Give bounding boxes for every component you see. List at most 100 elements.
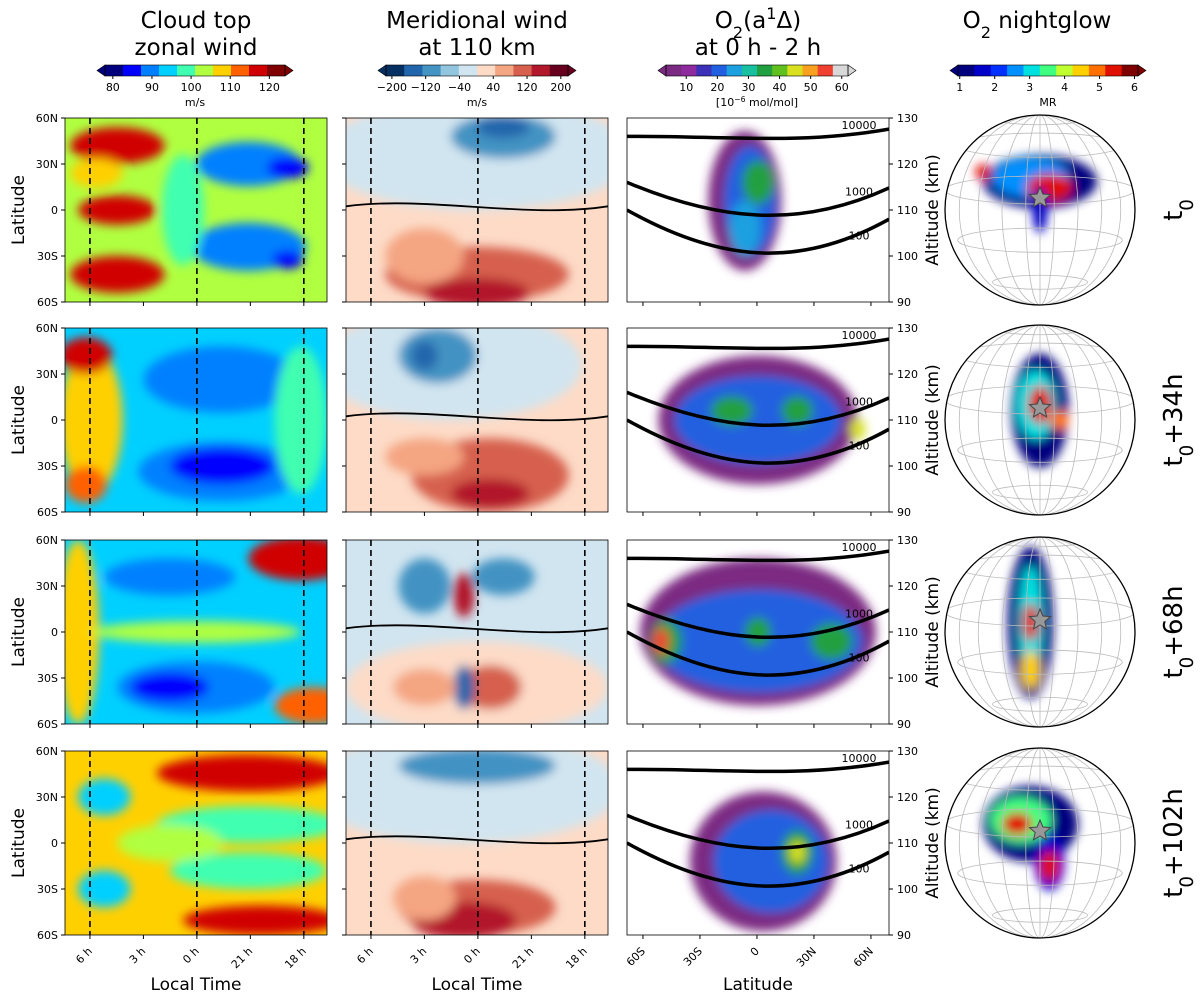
colorbar-tick-label: 200 bbox=[550, 81, 571, 94]
globe-meridian bbox=[958, 325, 1122, 515]
globe-meridian bbox=[1001, 537, 1079, 727]
colorbar-swatch bbox=[666, 65, 682, 76]
colorbar-tick-label: 80 bbox=[106, 81, 120, 94]
colorbar-frame bbox=[104, 64, 286, 77]
colorbar-tick-label: 2 bbox=[991, 81, 998, 94]
y-tick-label: 60S bbox=[37, 929, 58, 942]
field-blob bbox=[169, 852, 327, 889]
text-part: 0 bbox=[1177, 876, 1198, 888]
colorbar-swatch bbox=[549, 65, 569, 76]
colorbar-arrow bbox=[847, 64, 857, 77]
altitude-contour bbox=[627, 602, 889, 640]
field-blob bbox=[453, 665, 475, 710]
text-part: +102h bbox=[1159, 788, 1189, 876]
altitude-contour bbox=[627, 337, 889, 351]
globe-meridian bbox=[977, 325, 1103, 515]
contour-label: 1000 bbox=[845, 607, 873, 620]
field bbox=[627, 118, 889, 302]
field-blobs bbox=[640, 558, 876, 706]
colorbar-tick-label: 90 bbox=[145, 81, 159, 94]
altitude-contour bbox=[627, 418, 889, 465]
y-tick-label: 60N bbox=[36, 534, 58, 547]
text-part: zonal wind bbox=[135, 35, 258, 61]
globe-meridian bbox=[958, 115, 1122, 305]
column-title: zonal wind bbox=[135, 35, 258, 61]
text-part: 0 bbox=[1177, 199, 1198, 211]
text-part: 2 bbox=[733, 23, 743, 42]
colorbar-arrow bbox=[1137, 64, 1147, 77]
colorbar-swatch bbox=[990, 65, 1008, 76]
globe-meridian bbox=[1001, 115, 1079, 305]
colorbar-swatch bbox=[458, 65, 478, 76]
panel: 6 h 3 h 0 h 21 h 18 h 60N 30N 0 30S 60S Latitude Lo… bbox=[9, 745, 328, 995]
nightglow-blob bbox=[1040, 850, 1059, 881]
field-blob bbox=[271, 250, 304, 269]
field bbox=[627, 328, 889, 512]
contour-label: 100 bbox=[849, 229, 870, 242]
panel bbox=[342, 539, 609, 728]
text-part: m/s bbox=[467, 96, 487, 109]
colorbar-arrow bbox=[657, 64, 667, 77]
field-blob bbox=[274, 346, 327, 494]
altitude-contour bbox=[627, 549, 889, 563]
colorbar-swatch bbox=[757, 65, 773, 76]
field-blobs bbox=[346, 558, 608, 724]
contour-label: 10000 bbox=[842, 119, 877, 132]
field-blob bbox=[411, 340, 438, 371]
contour-label: 1000 bbox=[845, 185, 873, 198]
x-tick-label: 60N bbox=[851, 945, 876, 970]
y-tick-label: 120 bbox=[897, 158, 918, 171]
field-blobs bbox=[658, 355, 866, 485]
colorbar-tick-label: −120 bbox=[411, 81, 441, 94]
globe-meridian bbox=[1025, 748, 1055, 938]
globe-outline bbox=[944, 536, 1136, 728]
y-tick-label: 130 bbox=[897, 112, 918, 125]
colorbar-swatch bbox=[832, 65, 849, 76]
globe-meridian bbox=[1025, 537, 1055, 727]
field bbox=[65, 118, 327, 302]
text-part: mol/mol] bbox=[746, 96, 799, 109]
panel: 60N 30N 0 30S 60S Latitude bbox=[9, 534, 328, 731]
colorbar-swatch bbox=[249, 65, 268, 76]
contour-label: 100 bbox=[849, 862, 870, 875]
panel: 60N 30N 0 30S 60S Latitude bbox=[9, 112, 328, 309]
colorbar-swatch bbox=[787, 65, 803, 76]
y-tick-label: 130 bbox=[897, 745, 918, 758]
colorbar-tick-label: −200 bbox=[377, 81, 407, 94]
y-axis-label: Altitude (km) bbox=[923, 154, 943, 266]
field-blob bbox=[143, 346, 301, 413]
site-star bbox=[1028, 185, 1052, 208]
colorbar-unit: m/s bbox=[467, 96, 487, 109]
y-tick-label: 60N bbox=[36, 322, 58, 335]
text-part: Meridional wind bbox=[386, 8, 568, 34]
column-title: Cloud top bbox=[141, 8, 252, 34]
x-tick-label: 18 h bbox=[282, 945, 309, 972]
colorbar-swatch bbox=[495, 65, 514, 76]
text-part: 0 bbox=[1177, 657, 1198, 669]
field-blob bbox=[385, 228, 464, 284]
y-tick-label: 90 bbox=[897, 296, 911, 309]
panel: 10000 1000 100 90 100 110 120 130 Altitude (km) bbox=[626, 112, 943, 309]
panel bbox=[342, 117, 609, 306]
colorbar-tick-label: 3 bbox=[1026, 81, 1033, 94]
field-blob bbox=[450, 478, 530, 509]
x-tick-label: 21 h bbox=[229, 945, 256, 972]
x-tick-label: 3 h bbox=[127, 945, 149, 967]
contour-label: 10000 bbox=[842, 541, 877, 554]
nightglow-blobs bbox=[1007, 546, 1054, 699]
y-tick-label: 90 bbox=[897, 929, 911, 942]
field-blob bbox=[104, 558, 236, 596]
y-tick-label: 30S bbox=[37, 672, 58, 685]
contour-label: 1000 bbox=[845, 818, 873, 831]
altitude-contour bbox=[627, 630, 889, 677]
field bbox=[346, 118, 608, 302]
colorbar-tick-label: −40 bbox=[448, 81, 471, 94]
field-blob bbox=[453, 573, 475, 618]
field bbox=[346, 751, 608, 935]
field-blob bbox=[744, 617, 772, 647]
y-tick-label: 0 bbox=[51, 837, 58, 850]
altitude-contour bbox=[627, 208, 889, 255]
field-blob bbox=[182, 905, 327, 935]
field-blob bbox=[742, 160, 774, 205]
